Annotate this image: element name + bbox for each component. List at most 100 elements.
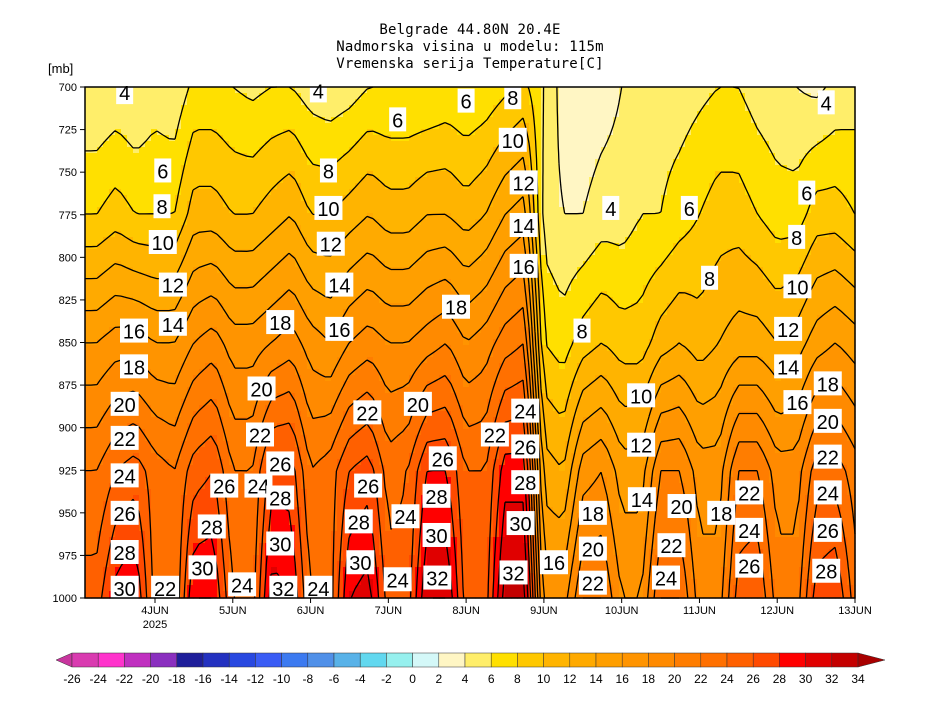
temp-cell	[697, 219, 704, 226]
temp-cell	[847, 207, 854, 214]
temp-cell	[505, 243, 512, 250]
temp-cell	[541, 117, 548, 124]
temp-cell	[841, 117, 848, 124]
temp-cell	[835, 279, 842, 286]
temp-cell	[421, 165, 428, 172]
temp-cell	[829, 249, 836, 256]
temp-cell	[625, 267, 632, 274]
temp-cell	[703, 207, 710, 214]
temp-cell	[685, 183, 692, 190]
temp-cell	[505, 153, 512, 160]
temp-cell	[145, 255, 152, 262]
temp-cell	[127, 303, 134, 310]
temp-cell	[151, 189, 158, 196]
temp-cell	[697, 99, 704, 106]
temp-cell	[301, 171, 308, 178]
temp-cell	[583, 297, 590, 304]
temp-cell	[511, 303, 518, 310]
temp-cell	[259, 249, 266, 256]
temp-cell	[247, 87, 254, 94]
temp-cell	[691, 165, 698, 172]
temp-cell	[751, 309, 758, 316]
temp-cell	[421, 99, 428, 106]
temp-cell	[589, 165, 596, 172]
temp-cell	[127, 225, 134, 232]
temp-cell	[619, 225, 626, 232]
temp-cell	[571, 165, 578, 172]
temp-cell	[799, 99, 806, 106]
temp-cell	[307, 177, 314, 184]
temp-cell	[289, 249, 296, 256]
temp-cell	[661, 165, 668, 172]
temp-cell	[307, 303, 314, 310]
temp-cell	[823, 237, 830, 244]
temp-cell	[625, 291, 632, 298]
temp-cell	[553, 99, 560, 106]
temp-cell	[139, 237, 146, 244]
temp-cell	[493, 285, 500, 292]
temp-cell	[727, 249, 734, 256]
temp-cell	[481, 195, 488, 202]
temp-cell	[829, 87, 836, 94]
temp-cell	[673, 237, 680, 244]
temp-cell	[655, 279, 662, 286]
temp-cell	[205, 225, 212, 232]
temp-cell	[769, 261, 776, 268]
temp-cell	[703, 201, 710, 208]
temp-cell	[403, 141, 410, 148]
temp-cell	[691, 267, 698, 274]
temp-cell	[781, 99, 788, 106]
temp-cell	[367, 177, 374, 184]
temp-cell	[121, 147, 128, 154]
temp-cell	[319, 279, 326, 286]
temp-cell	[271, 129, 278, 136]
temp-cell	[547, 195, 554, 202]
temp-cell	[649, 87, 656, 94]
temp-cell	[427, 291, 434, 298]
temp-cell	[457, 207, 464, 214]
temp-cell	[295, 309, 302, 316]
temp-cell	[289, 255, 296, 262]
temp-cell	[433, 249, 440, 256]
temp-cell	[571, 195, 578, 202]
temp-cell	[691, 231, 698, 238]
temp-cell	[769, 237, 776, 244]
temp-cell	[295, 153, 302, 160]
temp-cell	[373, 237, 380, 244]
temp-cell	[589, 201, 596, 208]
temp-cell	[403, 117, 410, 124]
temp-cell	[505, 261, 512, 268]
temp-cell	[673, 129, 680, 136]
temp-cell	[361, 165, 368, 172]
temp-cell	[841, 123, 848, 130]
temp-cell	[493, 249, 500, 256]
temp-cell	[289, 189, 296, 196]
temp-cell	[565, 87, 572, 94]
temp-cell	[637, 195, 644, 202]
temp-cell	[649, 201, 656, 208]
temp-cell	[199, 213, 206, 220]
temp-cell	[721, 309, 728, 316]
temp-cell	[277, 195, 284, 202]
temp-cell	[373, 99, 380, 106]
temp-cell	[829, 123, 836, 130]
temp-cell	[139, 195, 146, 202]
temp-cell	[703, 255, 710, 262]
temp-cell	[535, 135, 542, 142]
temp-cell	[529, 165, 536, 172]
temp-cell	[721, 195, 728, 202]
temp-cell	[631, 177, 638, 184]
temp-cell	[727, 117, 734, 124]
temp-cell	[775, 219, 782, 226]
temp-cell	[703, 231, 710, 238]
temp-cell	[475, 243, 482, 250]
temp-cell	[409, 183, 416, 190]
temp-cell	[463, 141, 470, 148]
temp-cell	[607, 309, 614, 316]
temp-cell	[535, 93, 542, 100]
temp-cell	[679, 225, 686, 232]
temp-cell	[841, 171, 848, 178]
temp-cell	[187, 129, 194, 136]
temp-cell	[97, 87, 104, 94]
temp-cell	[643, 213, 650, 220]
